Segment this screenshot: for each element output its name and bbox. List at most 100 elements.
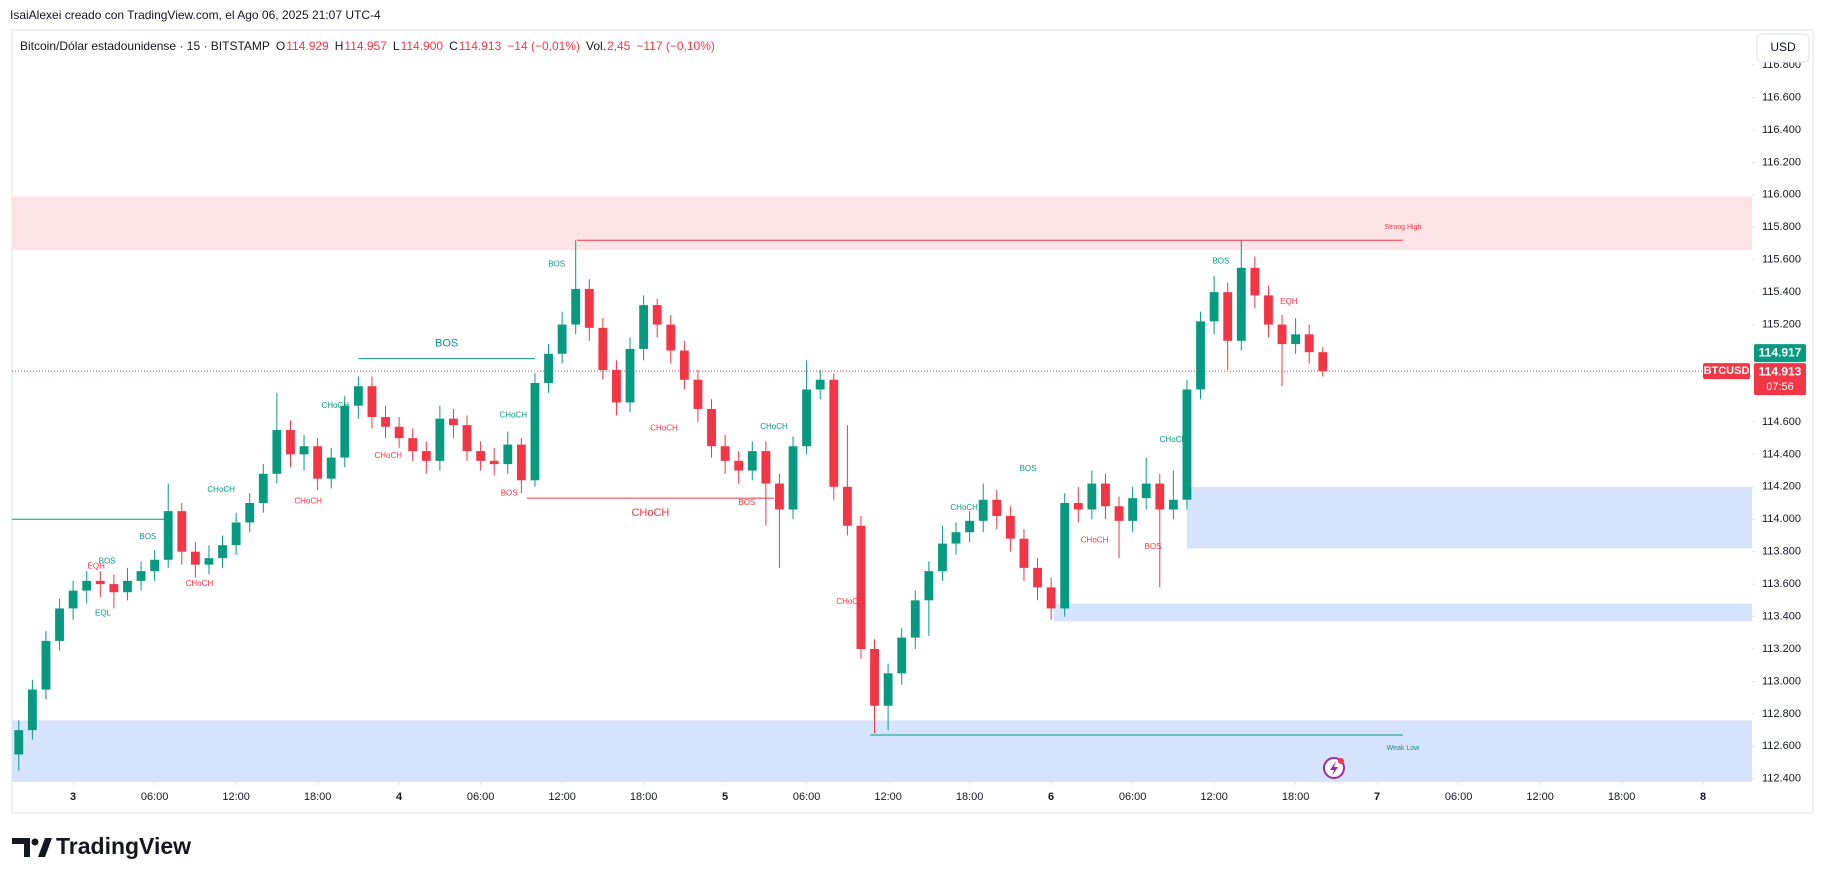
structure-label: BOS	[99, 557, 116, 566]
x-tick-label: 12:00	[222, 791, 250, 803]
logo-mark	[12, 838, 30, 857]
x-tick-label: 06:00	[1445, 791, 1473, 803]
structure-label: CHoCH	[650, 424, 678, 433]
structure-label: CHoCH	[1081, 535, 1109, 544]
legend-item: L	[393, 39, 400, 53]
structure-label: EQL	[95, 608, 112, 617]
candle-body	[123, 580, 132, 593]
y-tick-label: 114.400	[1762, 448, 1801, 460]
structure-label: EQH	[1280, 297, 1298, 306]
zone	[12, 720, 1752, 782]
x-tick-label: 18:00	[304, 791, 332, 803]
x-tick-label: 06:00	[1119, 791, 1147, 803]
candle-body	[177, 511, 187, 552]
legend-item: O	[276, 39, 285, 53]
legend: Bitcoin/Dólar estadounidense · 15 · BITS…	[20, 39, 715, 53]
candle-body	[516, 444, 526, 481]
candle-body	[1236, 267, 1246, 341]
chart-frame	[11, 29, 1814, 814]
alert-bolt[interactable]	[1330, 761, 1338, 776]
candle-body	[707, 408, 716, 447]
alert-dot[interactable]	[1338, 758, 1344, 764]
candle-body	[938, 543, 947, 572]
candle-body	[476, 451, 486, 461]
candle-body	[1141, 483, 1151, 499]
legend-item: −14 (−0,01%)	[507, 39, 580, 53]
candle-body	[68, 590, 78, 609]
candle-body	[992, 499, 1002, 516]
candle-body	[1318, 352, 1328, 372]
x-tick-label: 7	[1374, 791, 1380, 803]
candle-body	[720, 446, 730, 461]
currency-button[interactable]: USD	[1756, 33, 1810, 63]
structure-label: CHoCH	[374, 451, 402, 460]
candle-body	[272, 430, 282, 474]
currency-button-box[interactable]	[1756, 33, 1810, 63]
candle-body	[598, 327, 608, 371]
candle-body	[829, 379, 839, 487]
candle-body	[652, 305, 662, 325]
candle-body	[381, 417, 390, 427]
price-tag-label: 114.913	[1759, 364, 1802, 378]
candle-body	[1073, 503, 1083, 510]
candle-body	[1196, 321, 1205, 390]
candle-body	[1101, 483, 1110, 507]
candle-body	[1304, 334, 1314, 353]
candle-body	[55, 608, 64, 641]
candle-body	[394, 426, 404, 439]
y-tick-label: 116.600	[1762, 91, 1801, 103]
y-tick-label: 112.600	[1762, 740, 1801, 752]
candle-body	[218, 545, 227, 559]
structure-label: BOS	[1212, 256, 1229, 265]
candle-body	[190, 551, 200, 565]
x-tick-label: 06:00	[141, 791, 169, 803]
legend-item: 114.957	[344, 39, 387, 53]
candle-body	[1046, 587, 1056, 609]
candle-body	[965, 520, 975, 533]
legend-item: 114.913	[459, 39, 502, 53]
candle-body	[421, 451, 431, 461]
structure-label: EQH	[88, 561, 106, 570]
price-tag	[1754, 363, 1806, 396]
candle-body	[910, 600, 920, 638]
candle-body	[231, 522, 241, 546]
y-tick-label: 113.400	[1762, 610, 1801, 622]
candle-body	[951, 532, 961, 544]
candle-body	[326, 457, 336, 479]
structure-label: CHoCH	[950, 503, 978, 512]
candle-body	[625, 348, 635, 403]
y-tick-label: 116.000	[1762, 189, 1801, 201]
x-tick-label: 18:00	[630, 791, 658, 803]
alert-icon[interactable]	[1323, 757, 1345, 779]
structure-label: BOS	[548, 260, 565, 269]
logo-text: TradingView	[56, 833, 191, 859]
structure-label: BOS	[1145, 542, 1162, 551]
candle-body	[1277, 324, 1287, 345]
x-tick-label: 18:00	[956, 791, 984, 803]
currency-label[interactable]: USD	[1770, 40, 1796, 54]
candle-body	[775, 483, 784, 510]
logo: TradingView	[12, 833, 191, 859]
candle-body	[679, 350, 689, 380]
candle-body	[530, 382, 540, 481]
axes: 112.400 112.600 112.800 113.000 113.200 113.4…	[70, 59, 1806, 803]
level-label: BOS	[435, 338, 458, 350]
candle-body	[1087, 483, 1097, 510]
level-label: Strong High	[1384, 224, 1421, 231]
candle-body	[1209, 292, 1219, 322]
candle-body	[1168, 499, 1178, 510]
legend-item: Vol.	[586, 39, 606, 53]
candle-body	[1250, 267, 1260, 296]
price-tag-label: 114.917	[1759, 345, 1802, 359]
candle-body	[245, 503, 255, 523]
price-tag	[1754, 344, 1806, 363]
y-tick-label: 115.400	[1762, 286, 1801, 298]
candle-body	[897, 637, 907, 674]
y-tick-label: 113.200	[1762, 643, 1801, 655]
candle-body	[340, 405, 350, 458]
legend-item: 114.900	[401, 39, 444, 53]
y-tick-label: 112.400	[1762, 773, 1801, 785]
zone	[12, 196, 1752, 250]
